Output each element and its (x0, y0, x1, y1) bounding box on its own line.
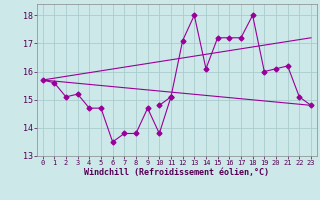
X-axis label: Windchill (Refroidissement éolien,°C): Windchill (Refroidissement éolien,°C) (84, 168, 269, 177)
